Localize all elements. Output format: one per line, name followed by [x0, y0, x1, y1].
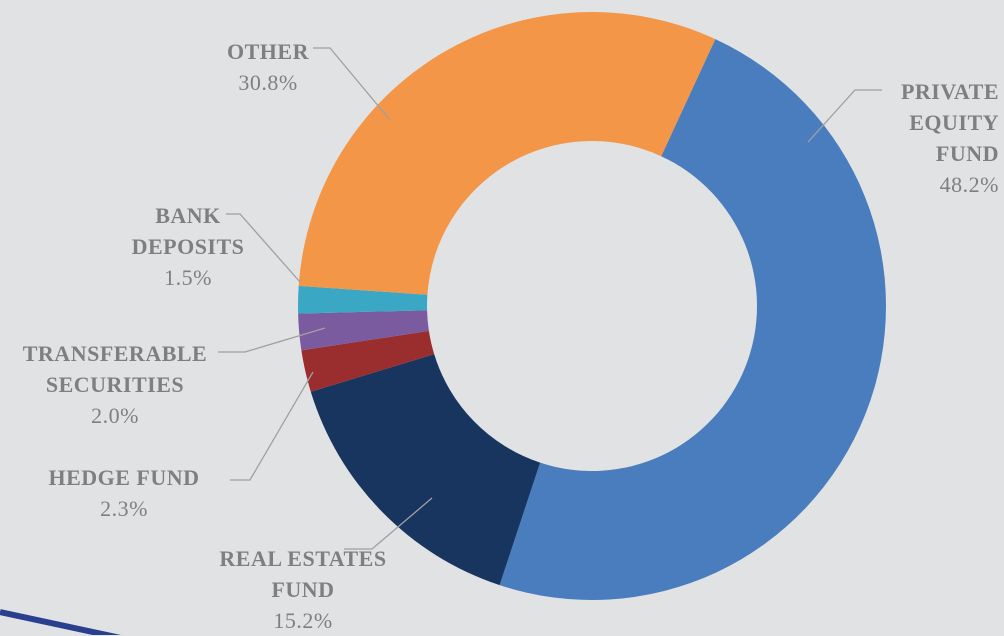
category-label: HEDGE FUND: [48, 465, 200, 490]
slice-label: REAL ESTATES FUND 15.2%: [205, 543, 401, 636]
value-label: 1.5%: [164, 265, 212, 290]
value-label: 30.8%: [238, 70, 298, 95]
slice-label: PRIVATE EQUITY FUND 48.2%: [877, 76, 999, 200]
leader-line: [226, 213, 301, 283]
donut-slice: [298, 12, 716, 295]
slice-label: OTHER 30.8%: [200, 36, 336, 98]
donut-slice: [310, 354, 541, 586]
donut-slice: [298, 310, 429, 351]
leader-line: [230, 371, 314, 481]
leader-line: [218, 327, 326, 353]
value-label: 2.0%: [91, 403, 139, 428]
category-label: REAL ESTATES FUND: [219, 546, 387, 602]
leader-line: [313, 47, 391, 121]
slice-label: TRANSFERABLE SECURITIES 2.0%: [0, 338, 230, 431]
decorative-stroke: [0, 609, 122, 635]
donut-slice: [499, 39, 886, 601]
category-label: OTHER: [227, 39, 309, 64]
value-label: 48.2%: [939, 172, 999, 197]
slice-label: HEDGE FUND 2.3%: [24, 462, 224, 524]
donut-slice: [301, 330, 435, 392]
category-label: PRIVATE EQUITY FUND: [900, 79, 999, 166]
category-label: BANK DEPOSITS: [131, 203, 245, 259]
donut-slice: [298, 285, 428, 314]
leader-line: [344, 497, 433, 550]
value-label: 15.2%: [273, 608, 333, 633]
value-label: 2.3%: [100, 496, 148, 521]
slice-label: BANK DEPOSITS 1.5%: [120, 200, 256, 293]
leader-line: [807, 89, 882, 143]
category-label: TRANSFERABLE SECURITIES: [22, 341, 208, 397]
